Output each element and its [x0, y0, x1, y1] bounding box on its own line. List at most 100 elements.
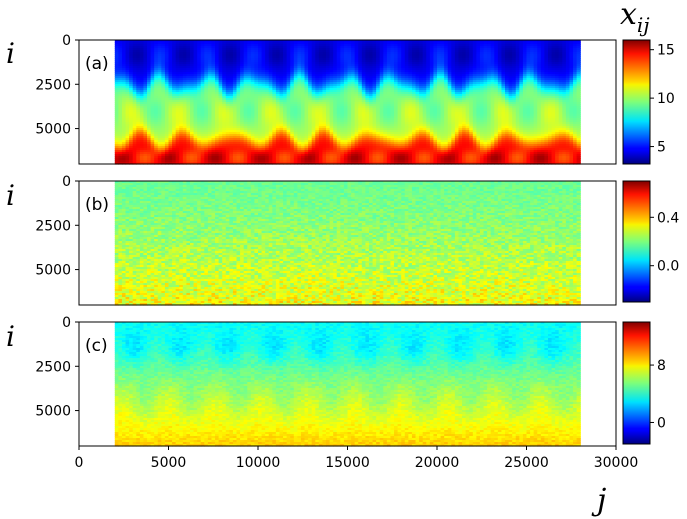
heatmap-cell — [311, 66, 316, 69]
heatmap-cell — [372, 54, 377, 57]
heatmap-cell — [544, 40, 549, 43]
heatmap-cell — [250, 60, 256, 63]
heatmap-cell — [419, 56, 424, 59]
heatmap-cell — [394, 76, 399, 79]
heatmap-cell — [454, 86, 460, 89]
heatmap-cell — [411, 62, 417, 65]
heatmap-cell — [462, 56, 467, 59]
heatmap-cell — [182, 76, 187, 79]
heatmap-cell — [397, 56, 402, 59]
heatmap-cell — [401, 62, 406, 65]
heatmap-cell — [501, 84, 506, 87]
heatmap-cell — [326, 64, 331, 67]
heatmap-cell — [451, 70, 456, 73]
heatmap-cell — [139, 40, 145, 43]
heatmap-cell — [562, 88, 567, 91]
heatmap-cell — [515, 54, 520, 57]
heatmap-cell — [182, 70, 187, 73]
heatmap-cell — [404, 66, 409, 69]
heatmap-cell — [300, 70, 306, 73]
heatmap-cell — [390, 58, 395, 61]
heatmap-cell — [143, 82, 148, 85]
heatmap-cell — [250, 76, 256, 79]
heatmap-cell — [361, 46, 366, 49]
heatmap-cell — [218, 82, 223, 85]
heatmap-cell — [533, 54, 538, 57]
heatmap-cell — [573, 42, 578, 45]
heatmap-cell — [293, 52, 298, 55]
heatmap-cell — [333, 86, 338, 89]
heatmap-cell — [218, 50, 223, 53]
heatmap-cell — [193, 82, 198, 85]
heatmap-cell — [526, 68, 531, 71]
heatmap-cell — [515, 84, 520, 87]
heatmap-cell — [519, 56, 524, 59]
heatmap-cell — [300, 80, 306, 83]
heatmap-cell — [354, 48, 359, 51]
heatmap-cell — [444, 54, 449, 57]
heatmap-cell — [472, 48, 477, 51]
heatmap-cell — [358, 68, 363, 71]
heatmap-cell — [300, 76, 306, 79]
heatmap-cell — [401, 68, 406, 71]
heatmap-cell — [243, 80, 248, 83]
heatmap-cell — [132, 58, 137, 61]
heatmap-cell — [462, 86, 467, 89]
heatmap-cell — [372, 58, 377, 61]
heatmap-cell — [179, 50, 184, 53]
heatmap-cell — [225, 90, 230, 93]
heatmap-cell — [175, 50, 180, 53]
heatmap-cell — [386, 50, 392, 53]
heatmap-cell — [522, 54, 528, 57]
heatmap-cell — [340, 88, 345, 91]
heatmap-cell — [286, 86, 291, 89]
heatmap-cell — [322, 46, 327, 49]
heatmap-cell — [283, 70, 288, 73]
heatmap-cell — [487, 68, 492, 71]
heatmap-cell — [576, 56, 581, 59]
heatmap-cell — [229, 64, 234, 67]
heatmap-cell — [304, 42, 309, 45]
heatmap-cell — [540, 40, 545, 43]
heatmap-cell — [537, 58, 542, 61]
heatmap-cell — [343, 74, 349, 77]
heatmap-cell — [200, 76, 205, 79]
heatmap-cell — [261, 90, 266, 93]
heatmap-cell — [293, 64, 298, 67]
heatmap-cell — [258, 90, 263, 93]
heatmap-cell — [351, 40, 356, 43]
heatmap-cell — [290, 70, 295, 73]
heatmap-cell — [465, 88, 470, 91]
heatmap-cell — [139, 64, 145, 67]
heatmap-cell — [143, 68, 148, 71]
heatmap-cell — [368, 66, 374, 69]
heatmap-cell — [326, 68, 331, 71]
heatmap-cell — [164, 52, 170, 55]
heatmap-cell — [394, 58, 399, 61]
heatmap-cell — [222, 52, 227, 55]
heatmap-cell — [315, 80, 320, 83]
heatmap-cell — [204, 46, 209, 49]
heatmap-cell — [437, 74, 442, 77]
heatmap-cell — [250, 52, 256, 55]
heatmap-cell — [250, 64, 256, 67]
heatmap-cell — [215, 72, 220, 75]
heatmap-cell — [368, 72, 374, 75]
heatmap-cell — [290, 46, 295, 49]
heatmap-cell — [157, 44, 162, 47]
heatmap-cell — [490, 64, 495, 67]
heatmap-cell — [261, 86, 266, 89]
heatmap-cell — [272, 64, 277, 67]
heatmap-cell — [300, 84, 306, 87]
heatmap-cell — [576, 62, 581, 65]
heatmap-cell — [365, 62, 370, 65]
heatmap-cell — [225, 50, 230, 53]
heatmap-cell — [182, 42, 187, 45]
heatmap-cell — [505, 52, 510, 55]
heatmap-cell — [186, 68, 191, 71]
heatmap-cell — [132, 50, 137, 53]
heatmap-cell — [132, 68, 137, 71]
heatmap-cell — [272, 40, 277, 43]
heatmap-cell — [143, 88, 148, 91]
heatmap-cell — [304, 74, 309, 77]
